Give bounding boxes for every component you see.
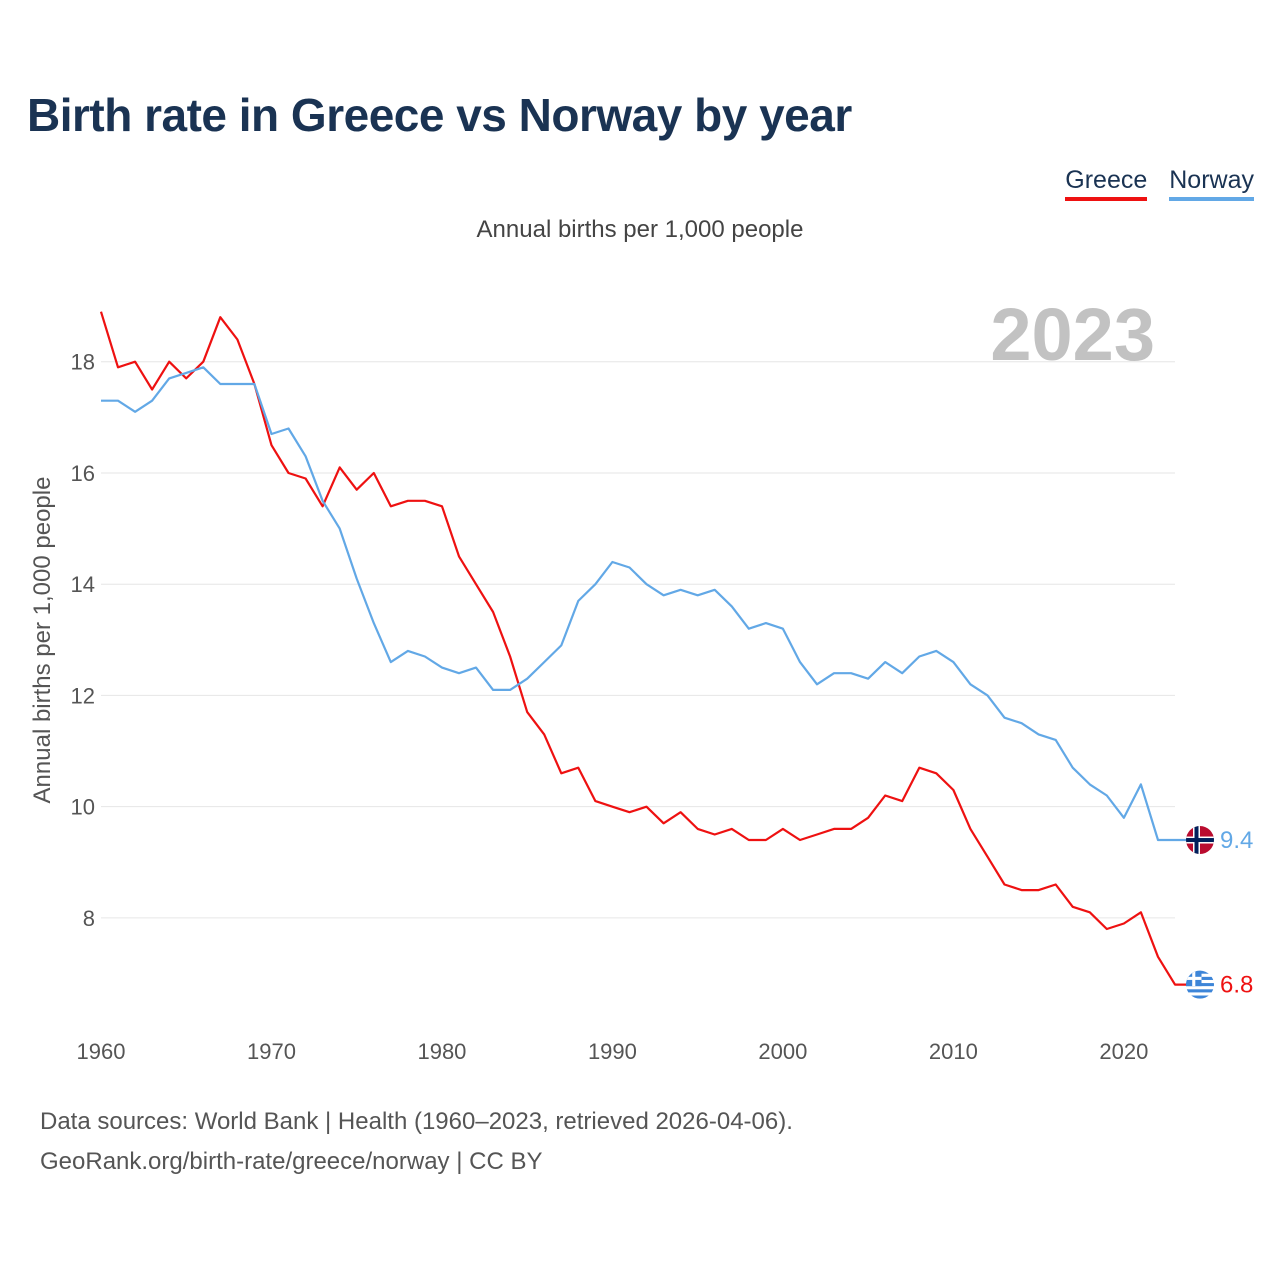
y-tick-12: 12 [71,683,95,708]
y-tick-18: 18 [71,350,95,375]
x-tick-1980: 1980 [417,1039,466,1064]
greece-flag-icon [1186,970,1214,999]
x-tick-1970: 1970 [247,1039,296,1064]
greece-end-value: 6.8 [1220,972,1253,999]
page-title: Birth rate in Greece vs Norway by year [27,89,852,141]
x-tick-1960: 1960 [77,1039,126,1064]
series-line-norway [101,366,1200,842]
x-tick-2020: 2020 [1099,1039,1148,1064]
gridlines [101,361,1175,919]
y-tick-10: 10 [71,795,95,820]
series-lines [99,311,1200,986]
x-tick-2000: 2000 [758,1039,807,1064]
series-line-greece [99,311,1200,986]
legend: Greece Norway [1065,166,1254,201]
end-markers: 6.8 9.4 [1186,826,1253,999]
x-tick-1990: 1990 [588,1039,637,1064]
y-axis-label: Annual births per 1,000 people [29,477,56,804]
footer-source: Data sources: World Bank | Health (1960–… [40,1108,793,1135]
y-tick-16: 16 [71,461,95,486]
norway-flag-icon [1186,826,1214,855]
footer-url: GeoRank.org/birth-rate/greece/norway | C… [40,1148,543,1175]
legend-item-greece[interactable]: Greece [1065,166,1148,201]
year-watermark: 2023 [990,293,1155,376]
y-axis-ticks: 8 10 12 14 16 18 [71,350,95,931]
x-axis-ticks: 1960 1970 1980 1990 2000 2010 2020 [77,1039,1149,1064]
legend-item-norway[interactable]: Norway [1169,166,1254,201]
chart-subtitle: Annual births per 1,000 people [476,216,804,243]
x-tick-2010: 2010 [929,1039,978,1064]
y-tick-14: 14 [71,572,95,597]
y-tick-8: 8 [83,906,95,931]
norway-end-value: 9.4 [1220,827,1253,854]
